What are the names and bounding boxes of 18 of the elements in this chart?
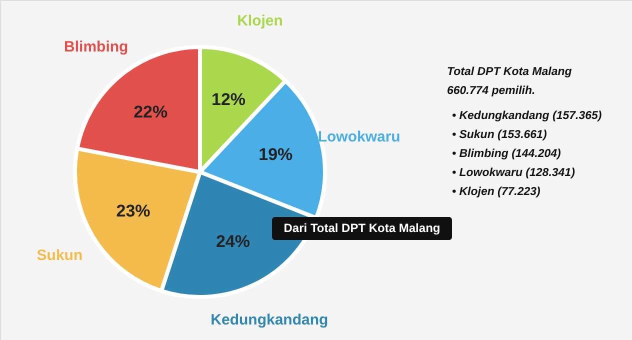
slice-label: Sukun: [36, 246, 83, 264]
data-label: 24%: [216, 232, 250, 252]
slice-label: Lowokwaru: [318, 128, 400, 146]
text: • Blimbing (144.204): [452, 148, 562, 160]
data-label: 19%: [258, 145, 293, 164]
text: • Kedungkandang (157.365): [452, 110, 602, 122]
text: Total DPT Kota Malang: [447, 66, 572, 78]
text: 660.774 pemilih.: [447, 85, 536, 97]
slice-label: Klojen: [237, 12, 283, 30]
text: • Lowokwaru (128.341): [452, 167, 576, 179]
slice-label: Kedungkandang: [210, 311, 328, 328]
slice-label: Blimbing: [64, 38, 128, 56]
data-label: 22%: [134, 102, 168, 122]
text: • Klojen (77.223): [452, 186, 541, 198]
text: Dari Total DPT Kota Malang: [284, 221, 440, 235]
data-label: 12%: [212, 90, 246, 109]
text: • Sukun (153.661): [452, 129, 547, 141]
data-label: 23%: [116, 201, 150, 220]
